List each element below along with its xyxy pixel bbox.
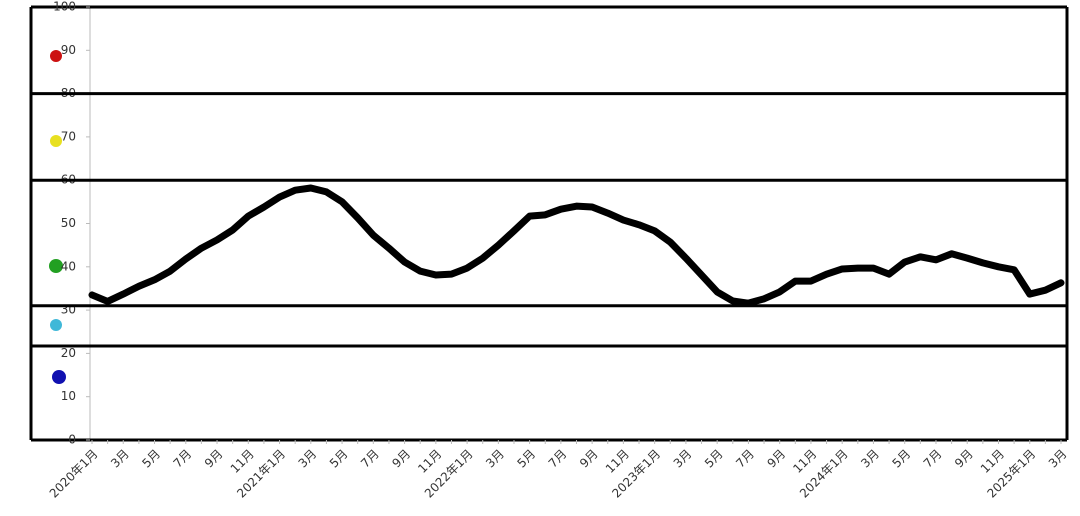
x-tick-label: 7月 — [921, 447, 945, 471]
x-tick-label: 3月 — [296, 447, 320, 471]
marker-yellow — [50, 135, 62, 147]
x-tick-label: 5月 — [514, 447, 538, 471]
marker-blue — [52, 370, 66, 384]
x-tick-label: 7月 — [733, 447, 757, 471]
x-tick-label: 7月 — [546, 447, 570, 471]
x-tick-label: 3月 — [858, 447, 882, 471]
data-line — [88, 184, 1065, 307]
frame — [29, 5, 1069, 442]
x-tick-label: 7月 — [171, 447, 195, 471]
x-tick-label: 9月 — [577, 447, 601, 471]
x-tick-label: 9月 — [389, 447, 413, 471]
x-tick-label: 5月 — [327, 447, 351, 471]
y-tick-label: 10 — [61, 389, 76, 403]
x-tick-label: 3月 — [483, 447, 507, 471]
x-tick-label: 2020年1月 — [47, 447, 101, 501]
marker-green — [49, 259, 63, 273]
y-tick-label: 90 — [61, 43, 76, 57]
x-tick-label: 9月 — [952, 447, 976, 471]
x-tick-label: 3月 — [671, 447, 695, 471]
marker-cyan — [50, 319, 62, 331]
y-tick-label: 20 — [61, 346, 76, 360]
x-tick-label: 3月 — [108, 447, 132, 471]
y-tick-label: 40 — [61, 259, 76, 273]
x-tick-label: 5月 — [890, 447, 914, 471]
x-tick-label: 5月 — [139, 447, 163, 471]
y-tick-label: 70 — [61, 129, 76, 143]
x-tick-label: 7月 — [358, 447, 382, 471]
y-tick-label: 100 — [53, 0, 76, 14]
marker-red — [50, 50, 62, 62]
y-tick-label: 0 — [68, 433, 76, 447]
x-tick-label: 5月 — [702, 447, 726, 471]
x-tick-label: 9月 — [764, 447, 788, 471]
x-tick-label: 3月 — [1046, 447, 1070, 471]
y-tick-label: 50 — [61, 216, 76, 230]
x-tick-label: 9月 — [202, 447, 226, 471]
